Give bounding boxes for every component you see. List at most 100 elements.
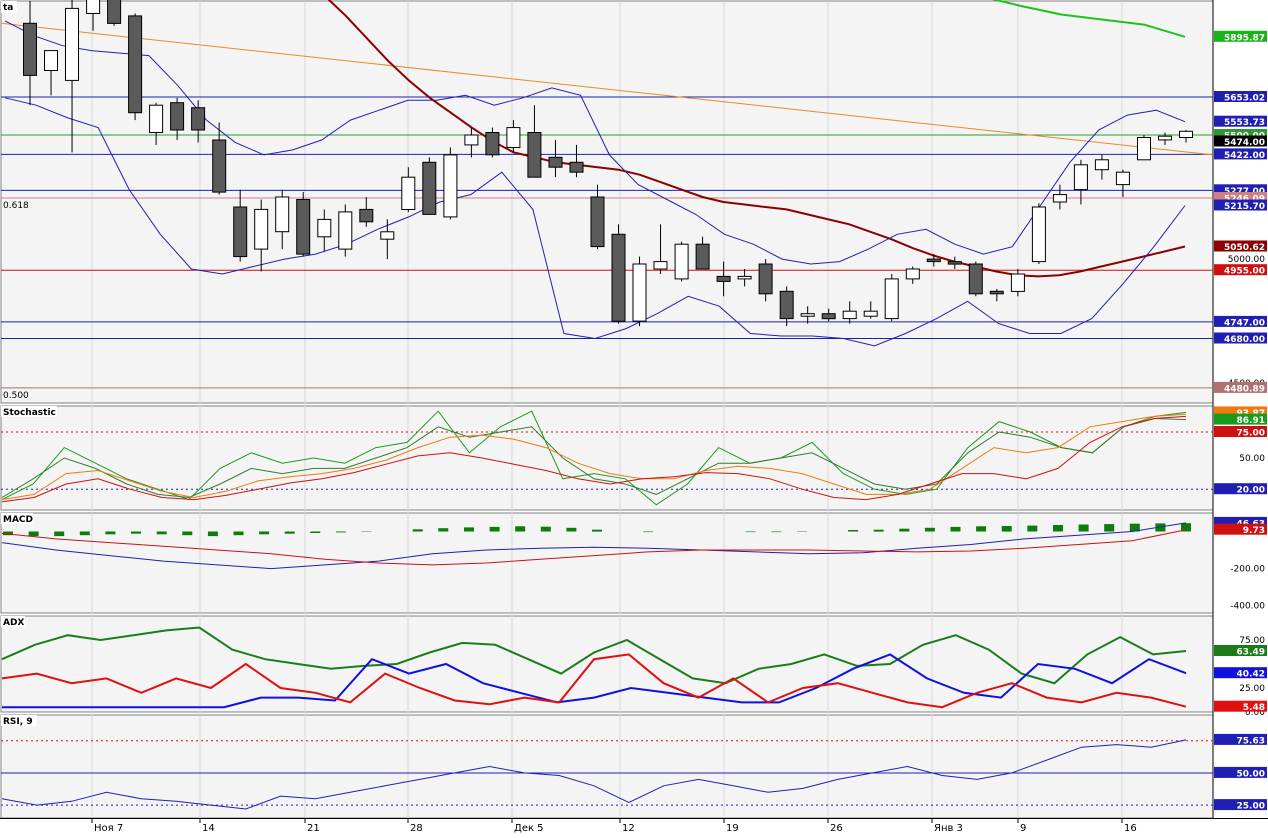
adx-tag: 5.48 (1214, 701, 1267, 714)
price-tag-text: 4955.00 (1224, 267, 1265, 277)
macd-histogram-bar (157, 532, 167, 535)
candle-body (276, 197, 289, 232)
price-tag-text: 5653.02 (1224, 94, 1265, 104)
macd-histogram-bar (566, 528, 576, 532)
candle-body (381, 232, 394, 239)
candle-body (738, 276, 751, 279)
price-y-tick-label: 5000.00 (1228, 255, 1265, 265)
x-tick-label: 9 (1020, 823, 1026, 834)
price-tag-text: 4747.00 (1224, 318, 1265, 328)
macd-histogram-bar (541, 527, 551, 532)
macd-histogram-bar (925, 528, 935, 532)
x-tick-label: 19 (726, 823, 739, 834)
macd-histogram-bar (182, 532, 192, 536)
macd-histogram-bar (1079, 525, 1089, 532)
candle-body (318, 219, 331, 236)
x-tick-label: 28 (410, 823, 423, 834)
candle-body (759, 264, 772, 294)
price-tag: 4480.89 (1214, 382, 1267, 395)
rsi-tag-text: 75.63 (1237, 736, 1265, 746)
adx-y-tick-label: 25.00 (1239, 684, 1265, 694)
macd-histogram-bar (310, 532, 320, 534)
candle-body (255, 209, 268, 249)
price-tag: 4747.00 (1214, 316, 1267, 329)
macd-histogram-bar (951, 527, 961, 532)
candle-body (549, 157, 562, 167)
fib-label: 0.500 (3, 391, 29, 401)
adx-y-tick-label: 75.00 (1239, 636, 1265, 646)
candle-body (654, 262, 667, 269)
candle-body (717, 276, 730, 281)
macd-histogram-bar (80, 532, 90, 536)
candle-body (423, 162, 436, 214)
candle-body (885, 279, 898, 319)
candle-body (444, 155, 457, 217)
candle-body (780, 291, 793, 318)
candle-body (360, 209, 373, 221)
candle-body (927, 259, 940, 262)
candle-body (675, 244, 688, 279)
candle-body (402, 177, 415, 209)
macd-tag: 9.73 (1214, 524, 1267, 537)
candle-body (1138, 138, 1151, 160)
adx-title: ADX (3, 618, 24, 628)
fib-label: 0.618 (3, 201, 29, 211)
candle-body (507, 128, 520, 148)
macd-y-tick-label: -400.00 (1230, 602, 1265, 612)
rsi-tag-text: 25.00 (1237, 802, 1265, 812)
macd-histogram-bar (1053, 525, 1063, 532)
macd-histogram-bar (592, 530, 602, 532)
candle-body (801, 314, 814, 317)
candle-body (108, 0, 121, 23)
x-tick-label: 14 (202, 823, 215, 834)
macd-histogram-bar (643, 532, 653, 533)
candle-body (1159, 136, 1172, 140)
macd-histogram-bar (29, 532, 39, 537)
candle-body (591, 197, 604, 247)
macd-histogram-bar (515, 526, 525, 531)
candle-body (1053, 195, 1066, 202)
price-tag-text: 5050.62 (1224, 243, 1265, 253)
macd-histogram-bar (54, 532, 64, 537)
price-tag: 5653.02 (1214, 91, 1267, 104)
rsi-tag-text: 50.00 (1237, 769, 1265, 779)
candle-body (339, 212, 352, 249)
macd-histogram-bar (413, 529, 423, 531)
adx-tag-text: 5.48 (1243, 703, 1265, 713)
macd-histogram-bar (848, 530, 858, 532)
candle-body (612, 234, 625, 321)
stoch-title: Stochastic (3, 408, 56, 418)
price-tag: 5553.73 (1214, 116, 1267, 129)
candle-body (129, 16, 142, 113)
panel-price-bg (1, 1, 1213, 403)
candle-body (843, 311, 856, 318)
candle-body (1074, 165, 1087, 190)
price-tag: 5422.00 (1214, 148, 1267, 161)
macd-histogram-bar (1027, 526, 1037, 532)
stoch-tag-text: 75.00 (1237, 429, 1265, 439)
panel-stochastic-bg (1, 406, 1213, 510)
adx-tag: 63.49 (1214, 645, 1267, 658)
candle-body (528, 133, 541, 178)
candle-body (822, 314, 835, 319)
candle-body (465, 135, 478, 145)
price-tag-text: 5553.73 (1224, 118, 1265, 128)
stoch-tag-text: 86.91 (1237, 416, 1265, 426)
rsi-title: RSI, 9 (3, 717, 33, 727)
candle-body (213, 140, 226, 192)
candle-body (297, 200, 310, 255)
macd-histogram-bar (976, 526, 986, 531)
x-tick-label: Ноя 7 (94, 823, 123, 834)
candle-body (66, 8, 79, 80)
macd-histogram-bar (234, 532, 244, 536)
macd-histogram-bar (1002, 526, 1012, 532)
candle-body (570, 162, 583, 172)
candle-body (45, 51, 58, 71)
stoch-tag-text: 20.00 (1237, 486, 1265, 496)
x-tick-label: 16 (1124, 823, 1137, 834)
price-tag-text: 5422.00 (1224, 151, 1265, 161)
price-tag: 5474.00 (1214, 136, 1267, 149)
price-tag: 5895.87 (1214, 31, 1267, 44)
